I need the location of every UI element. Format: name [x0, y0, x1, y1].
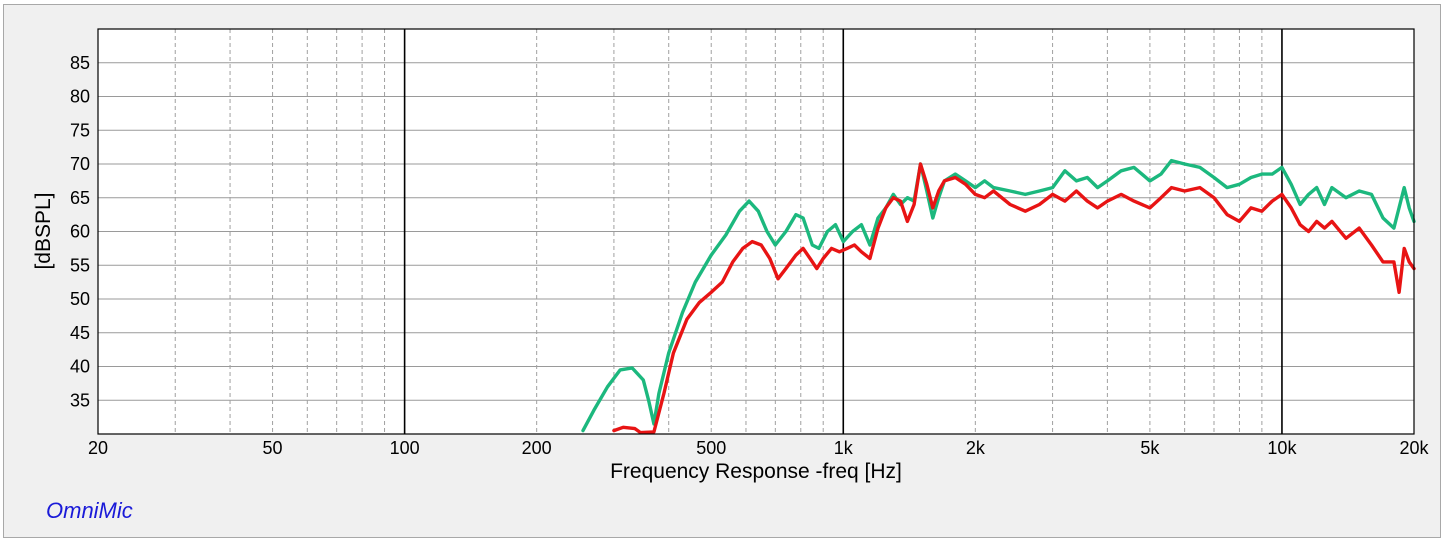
x-tick-label: 20: [88, 438, 108, 458]
y-tick-label: 45: [70, 323, 90, 343]
x-tick-label: 2k: [966, 438, 986, 458]
x-axis-title: Frequency Response -freq [Hz]: [610, 460, 902, 483]
omnimic-brand-label: OmniMic: [46, 498, 133, 523]
x-tick-label: 5k: [1140, 438, 1160, 458]
y-tick-label: 65: [70, 188, 90, 208]
y-tick-label: 80: [70, 87, 90, 107]
x-tick-label: 10k: [1267, 438, 1297, 458]
y-tick-label: 60: [70, 222, 90, 242]
x-tick-label: 1k: [834, 438, 854, 458]
x-tick-label: 50: [263, 438, 283, 458]
y-tick-label: 70: [70, 154, 90, 174]
y-tick-label: 85: [70, 53, 90, 73]
y-tick-label: 35: [70, 390, 90, 410]
x-tick-label: 200: [522, 438, 552, 458]
y-tick-labels: 35 40 45 50 55 60 65 70 75 80 85: [70, 53, 90, 411]
series-line-1: [581, 158, 1416, 433]
x-tick-labels: 20 50 100 200 500 1k 2k 5k 10k 20k: [88, 438, 1430, 458]
y-tick-label: 75: [70, 120, 90, 140]
x-tick-label: 20k: [1399, 438, 1429, 458]
y-tick-label: 40: [70, 357, 90, 377]
x-tick-label: 100: [390, 438, 420, 458]
series-group: [581, 158, 1416, 435]
y-tick-label: 55: [70, 255, 90, 275]
series-line-2: [612, 162, 1416, 435]
y-tick-label: 50: [70, 289, 90, 309]
y-axis-title: [dBSPL]: [32, 192, 55, 269]
x-tick-label: 500: [696, 438, 726, 458]
grid-lines: [98, 29, 1414, 434]
plot-border: [97, 28, 1415, 435]
